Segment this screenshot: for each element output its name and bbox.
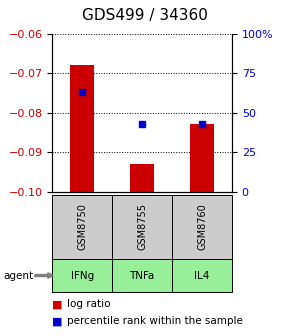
Text: log ratio: log ratio — [67, 299, 110, 309]
Text: ■: ■ — [52, 299, 63, 309]
Text: GSM8755: GSM8755 — [137, 203, 147, 250]
Text: GSM8750: GSM8750 — [77, 203, 87, 250]
Text: IL4: IL4 — [194, 270, 210, 281]
Text: IFNg: IFNg — [70, 270, 94, 281]
Text: agent: agent — [3, 270, 33, 281]
Text: GSM8760: GSM8760 — [197, 203, 207, 250]
Bar — [190, 124, 214, 192]
Text: GDS499 / 34360: GDS499 / 34360 — [82, 8, 208, 24]
Text: ■: ■ — [52, 316, 63, 326]
Bar — [130, 164, 154, 192]
Bar — [70, 65, 94, 192]
Text: percentile rank within the sample: percentile rank within the sample — [67, 316, 242, 326]
Text: TNFa: TNFa — [129, 270, 155, 281]
